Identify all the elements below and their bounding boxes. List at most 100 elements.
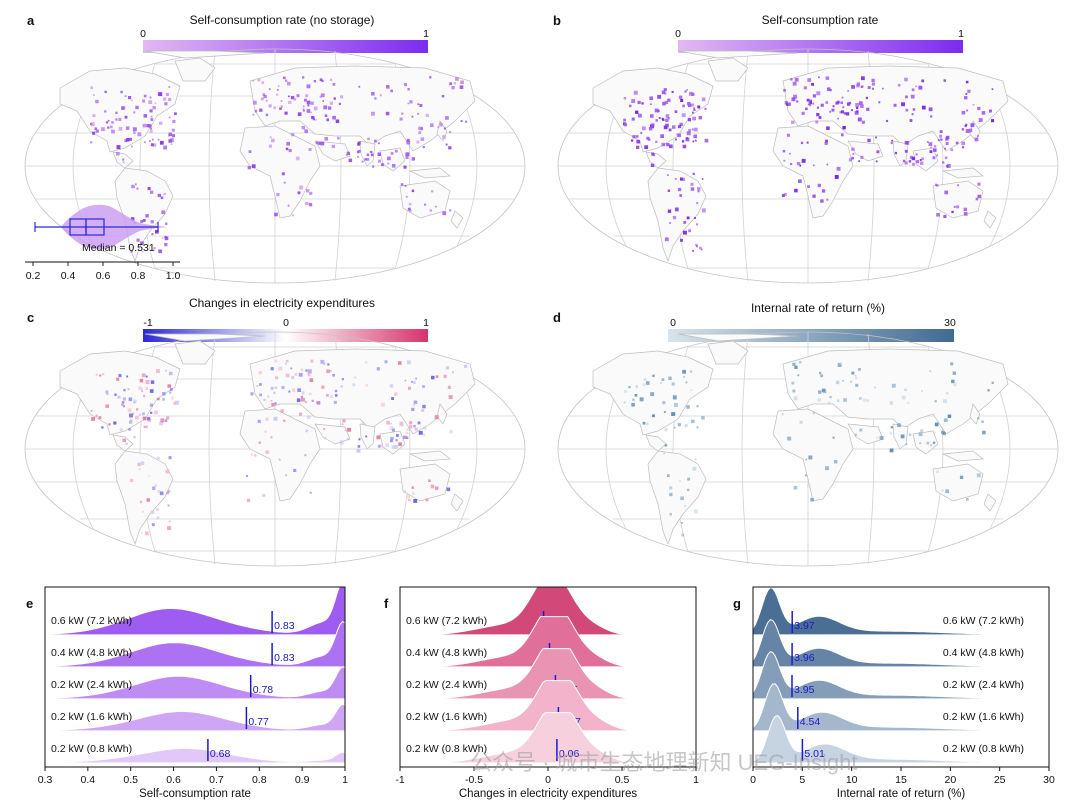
- map-pixel: [905, 443, 908, 446]
- world-map-a: [24, 48, 526, 284]
- watermark: 公众号 · 城市生态地理新知 UEG-Insight: [470, 750, 857, 775]
- map-pixel: [989, 109, 992, 113]
- map-pixel: [284, 111, 288, 115]
- map-pixel: [124, 139, 128, 143]
- map-pixel: [130, 217, 135, 221]
- map-pixel: [875, 136, 877, 139]
- map-pixel: [889, 448, 894, 453]
- map-pixel: [288, 95, 290, 98]
- map-pixel: [290, 95, 295, 100]
- map-pixel: [288, 390, 291, 393]
- map-pixel: [970, 123, 975, 128]
- map-pixel: [428, 479, 431, 482]
- map-pixel: [288, 149, 292, 153]
- map-pixel: [977, 182, 981, 186]
- map-pixel: [128, 397, 133, 401]
- map-pixel: [403, 435, 407, 439]
- map-pixel: [113, 421, 117, 425]
- map-pixel: [265, 113, 269, 117]
- map-pixel: [939, 130, 943, 134]
- map-pixel: [409, 100, 413, 104]
- map-pixel: [150, 220, 154, 224]
- map-pixel: [665, 114, 670, 118]
- map-pixel: [460, 80, 464, 84]
- map-pixel: [296, 398, 301, 402]
- map-pixel: [681, 140, 685, 143]
- map-pixel: [315, 118, 318, 121]
- map-pixel: [940, 138, 943, 141]
- panel-label-b: b: [553, 13, 561, 28]
- map-pixel: [423, 433, 425, 436]
- map-pixel: [947, 414, 952, 418]
- map-pixel: [276, 93, 279, 96]
- map-pixel: [826, 198, 829, 201]
- map-pixel: [939, 134, 942, 138]
- map-pixel: [982, 430, 986, 435]
- map-pixel: [415, 377, 417, 380]
- map-pixel: [95, 99, 99, 104]
- series-label: 0.2 kW (2.4 kWh): [943, 679, 1024, 691]
- map-pixels-b: [623, 76, 995, 252]
- map-pixel: [449, 131, 452, 133]
- map-pixel: [955, 141, 959, 145]
- map-pixel: [111, 121, 114, 124]
- map-title-b: Self-consumption rate: [762, 13, 879, 27]
- map-pixel: [131, 184, 135, 189]
- map-pixel: [390, 422, 392, 425]
- map-pixel: [701, 208, 706, 213]
- map-pixel: [697, 187, 701, 191]
- map-pixel: [408, 386, 412, 390]
- map-pixel: [443, 374, 447, 379]
- map-pixel: [324, 114, 328, 117]
- map-pixel: [946, 138, 949, 140]
- map-pixel: [807, 103, 810, 106]
- map-pixel: [403, 165, 407, 169]
- map-pixel: [306, 415, 311, 420]
- map-pixel: [837, 117, 839, 120]
- map-pixel: [661, 142, 665, 147]
- map-pixel: [639, 397, 644, 402]
- map-pixel: [664, 237, 669, 242]
- map-pixel: [281, 172, 285, 176]
- map-pixel: [98, 416, 102, 420]
- map-pixel: [118, 117, 122, 121]
- map-title-c: Changes in electricity expenditures: [189, 296, 375, 310]
- map-pixel: [686, 405, 690, 409]
- map-pixel: [390, 152, 394, 155]
- map-pixel: [829, 396, 832, 399]
- map-pixel: [957, 184, 959, 187]
- map-pixel: [826, 126, 830, 130]
- series-label: 0.2 kW (1.6 kWh): [406, 711, 487, 723]
- map-pixel: [667, 98, 671, 102]
- map-pixel: [152, 143, 157, 147]
- x-tick-label: 0: [750, 774, 756, 786]
- map-pixel: [684, 504, 687, 507]
- map-pixel: [154, 102, 157, 105]
- map-pixel: [377, 444, 381, 448]
- map-pixel: [338, 102, 341, 105]
- map-pixel: [832, 105, 835, 108]
- map-pixel: [257, 78, 261, 82]
- map-pixel: [964, 96, 968, 100]
- map-pixel: [159, 421, 164, 426]
- map-pixel: [943, 418, 948, 422]
- map-pixel: [273, 391, 276, 394]
- map-pixel: [145, 214, 149, 218]
- map-pixel: [417, 421, 421, 425]
- map-pixel: [164, 419, 168, 422]
- map-pixel: [90, 409, 93, 412]
- median-value-label: 0.78: [253, 684, 274, 696]
- map-pixel: [128, 96, 132, 100]
- map-pixel: [277, 85, 280, 87]
- map-pixel: [647, 138, 651, 141]
- map-pixel: [829, 110, 832, 113]
- map-pixel: [674, 178, 677, 180]
- map-pixel: [287, 81, 291, 86]
- map-title-d: Internal rate of return (%): [751, 301, 885, 315]
- map-pixel: [357, 445, 361, 448]
- map-pixel: [663, 88, 667, 92]
- map-pixel: [283, 76, 286, 80]
- map-pixel: [650, 103, 652, 105]
- map-pixel: [798, 179, 802, 183]
- map-pixel: [409, 209, 412, 213]
